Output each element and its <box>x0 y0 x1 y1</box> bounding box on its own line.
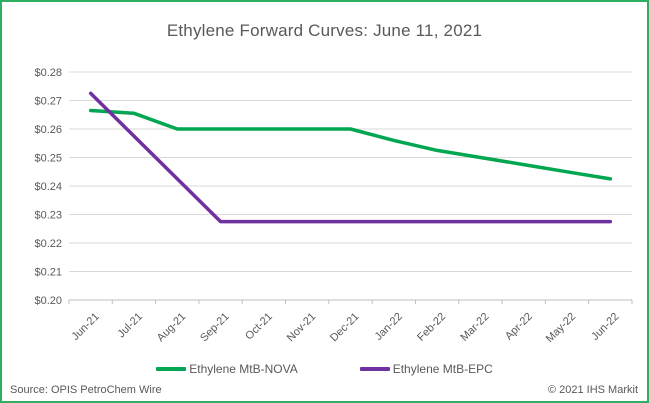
chart-footer: Source: OPIS PetroChem Wire © 2021 IHS M… <box>10 384 638 396</box>
x-axis-tick-label: Jun-21 <box>70 311 102 343</box>
x-axis-tick-label: Mar-22 <box>458 311 491 344</box>
legend-swatch-icon <box>359 367 390 371</box>
y-axis-tick-label: $0.20 <box>34 295 62 307</box>
legend-label: Ethylene MtB-EPC <box>392 362 493 376</box>
y-axis-tick-label: $0.23 <box>34 210 62 222</box>
y-axis-tick-label: $0.22 <box>34 238 62 250</box>
legend-label: Ethylene MtB-NOVA <box>189 362 298 376</box>
x-axis-tick-label: Dec-21 <box>328 311 362 345</box>
x-axis-tick-label: Feb-22 <box>415 311 448 344</box>
legend-item-ethylene-mtb-epc: Ethylene MtB-EPC <box>359 362 493 376</box>
x-axis-tick-label: Nov-21 <box>285 311 319 345</box>
x-axis-tick-label: Jan-22 <box>373 311 405 343</box>
x-axis-tick-label: Apr-22 <box>503 311 535 343</box>
series-line-ethylene-mtb-nova <box>88 108 613 181</box>
x-axis-tick-label: Aug-21 <box>155 311 189 345</box>
x-axis-tick-label: Jun-22 <box>589 311 621 343</box>
y-axis-tick-label: $0.25 <box>34 153 62 165</box>
y-axis-tick-label: $0.21 <box>34 267 62 279</box>
y-axis-tick-label: $0.26 <box>34 124 62 136</box>
copyright-text: © 2021 IHS Markit <box>547 384 638 396</box>
y-axis-tick-label: $0.24 <box>34 181 62 193</box>
legend-swatch-icon <box>156 367 187 371</box>
series-line-ethylene-mtb-epc <box>88 91 613 224</box>
legend-item-ethylene-mtb-nova: Ethylene MtB-NOVA <box>156 362 298 376</box>
chart-legend: Ethylene MtB-NOVA Ethylene MtB-EPC <box>2 362 647 376</box>
y-axis-tick-label: $0.27 <box>34 96 62 108</box>
x-axis-tick-label: May-22 <box>544 311 578 345</box>
y-axis-tick-label: $0.28 <box>34 67 62 79</box>
source-text: Source: OPIS PetroChem Wire <box>10 384 162 396</box>
x-axis-tick-label: Jul-21 <box>115 311 145 341</box>
x-axis-tick-label: Sep-21 <box>198 311 232 345</box>
x-axis-tick-label: Oct-21 <box>243 311 275 343</box>
chart-title: Ethylene Forward Curves: June 11, 2021 <box>166 21 483 40</box>
